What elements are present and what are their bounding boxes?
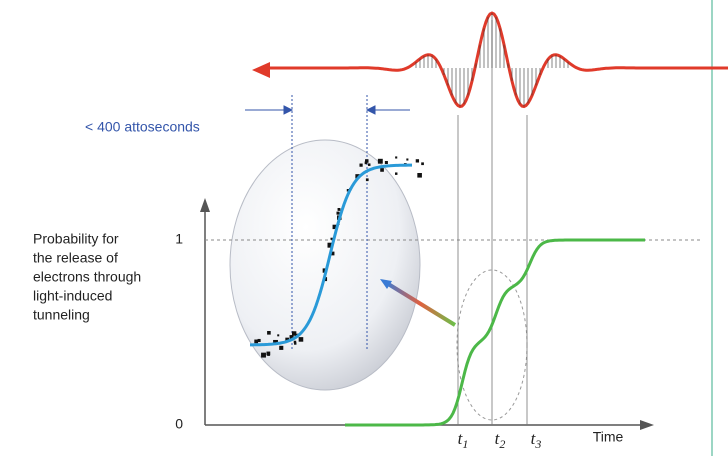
x-axis-label: Time bbox=[593, 429, 624, 445]
marker-index: 2 bbox=[499, 437, 505, 451]
point bbox=[395, 156, 398, 159]
point bbox=[291, 331, 297, 336]
pulse-field bbox=[415, 13, 569, 107]
point bbox=[267, 353, 270, 356]
y-axis-label-line: tunneling bbox=[33, 307, 90, 323]
point bbox=[289, 335, 294, 340]
point bbox=[285, 337, 289, 342]
y-axis-label-line: light-induced bbox=[33, 288, 112, 304]
y-arrow bbox=[200, 198, 210, 212]
zoom-arrow bbox=[383, 280, 457, 327]
marker-letter: t bbox=[531, 429, 537, 448]
point bbox=[332, 224, 337, 230]
time-marker: t2 bbox=[495, 429, 506, 451]
point bbox=[406, 158, 409, 161]
point bbox=[298, 337, 304, 342]
y-axis-label-line: Probability for bbox=[33, 231, 119, 247]
pulse-arrow bbox=[252, 62, 270, 78]
point bbox=[364, 161, 368, 165]
y-axis-label-line: electrons through bbox=[33, 269, 141, 285]
marker-letter: t bbox=[458, 429, 464, 448]
fit-curve bbox=[250, 163, 412, 347]
point bbox=[330, 237, 333, 240]
point bbox=[365, 178, 369, 182]
point bbox=[417, 173, 422, 178]
time-marker: t1 bbox=[458, 429, 469, 451]
point bbox=[254, 339, 259, 344]
point bbox=[421, 162, 424, 166]
point bbox=[336, 211, 340, 215]
laser-pulse bbox=[262, 11, 728, 109]
y-axis-label: Probability for the release of electrons t… bbox=[33, 231, 141, 323]
point bbox=[384, 160, 388, 165]
zoom-arrow-head bbox=[380, 279, 392, 289]
point bbox=[395, 172, 398, 175]
time-markers: t1 t2 t3 bbox=[458, 429, 542, 451]
point bbox=[261, 352, 266, 358]
width-marker bbox=[245, 95, 410, 350]
point bbox=[267, 331, 271, 335]
zoom-ellipse bbox=[229, 139, 421, 391]
point bbox=[415, 159, 420, 163]
point bbox=[337, 207, 341, 211]
x-arrow bbox=[640, 420, 654, 430]
point bbox=[380, 168, 384, 172]
marker-index: 1 bbox=[462, 437, 468, 451]
marker-letter: t bbox=[495, 429, 501, 448]
time-marker: t3 bbox=[531, 429, 542, 451]
level-label: 0 bbox=[175, 416, 183, 432]
point bbox=[359, 163, 363, 167]
point bbox=[367, 163, 371, 166]
point bbox=[365, 159, 369, 163]
y-axis-label-line: the release of bbox=[33, 250, 118, 266]
point bbox=[330, 251, 335, 256]
point bbox=[355, 174, 360, 179]
point bbox=[293, 340, 297, 344]
point bbox=[346, 189, 350, 192]
point bbox=[277, 334, 280, 337]
point bbox=[327, 242, 333, 248]
point bbox=[279, 345, 284, 350]
point bbox=[377, 158, 383, 164]
point bbox=[257, 338, 261, 343]
annotation: < 400 attoseconds bbox=[85, 119, 200, 135]
step-curve bbox=[345, 238, 645, 427]
marker-index: 3 bbox=[534, 437, 541, 451]
point bbox=[294, 342, 297, 345]
measured-points bbox=[254, 156, 424, 358]
level-label: 1 bbox=[175, 231, 183, 247]
